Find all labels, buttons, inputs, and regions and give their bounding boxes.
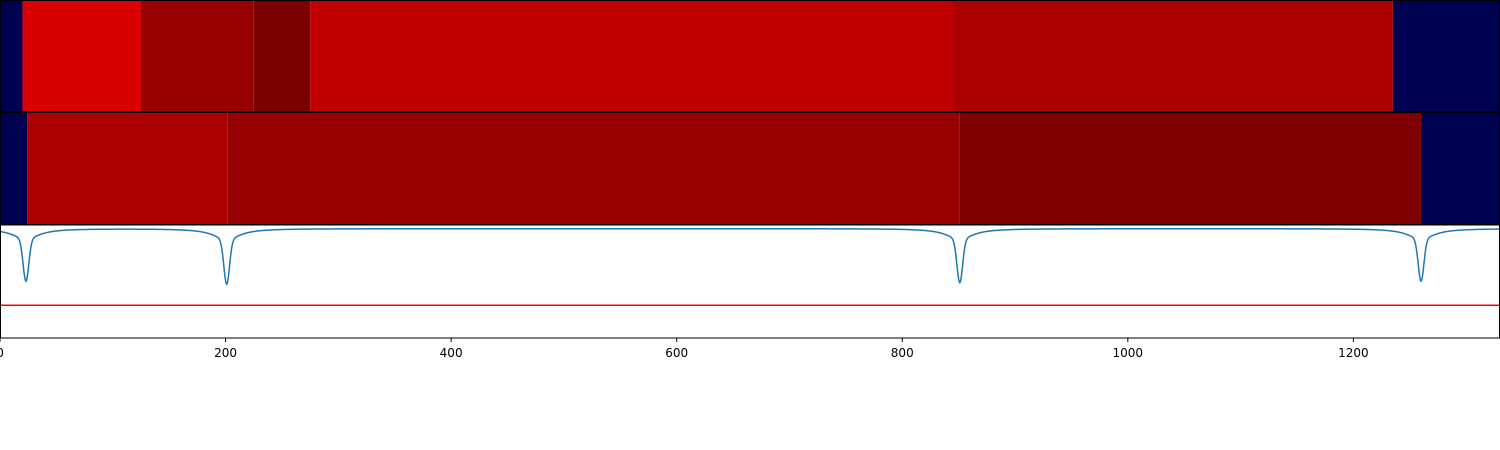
signal-line	[0, 227, 1500, 286]
heatmap-segment-2-2	[27, 113, 228, 225]
heatmap-panel-middle	[0, 112, 1500, 225]
heatmap-segment-2-1	[0, 113, 28, 225]
line-plot-panel	[0, 224, 1500, 339]
x-axis: 0 200 400 600 800 1000 1200	[0, 338, 1369, 360]
x-tick-label-400: 400	[440, 346, 463, 360]
heatmap-segment-2-3	[227, 113, 960, 225]
x-tick-label-0: 0	[0, 346, 4, 360]
x-tick-label-600: 600	[665, 346, 688, 360]
x-tick-label-800: 800	[891, 346, 914, 360]
heatmap-segment-1-2	[22, 1, 141, 112]
heatmap-segment-1-5	[310, 1, 954, 112]
heatmap-segment-1-6	[953, 1, 1393, 112]
heatmap-segment-1-4	[253, 1, 311, 112]
x-tick-label-1000: 1000	[1113, 346, 1144, 360]
heatmap-segment-2-4	[959, 113, 1422, 225]
x-tick-label-200: 200	[214, 346, 237, 360]
heatmap-segment-1-3	[140, 1, 254, 112]
heatmap-panel-top	[0, 0, 1500, 112]
heatmap-segment-2-5	[1421, 113, 1500, 225]
heatmap-segment-1-7	[1392, 1, 1500, 112]
x-tick-label-1200: 1200	[1338, 346, 1369, 360]
heatmap-segment-1-1	[0, 1, 23, 112]
